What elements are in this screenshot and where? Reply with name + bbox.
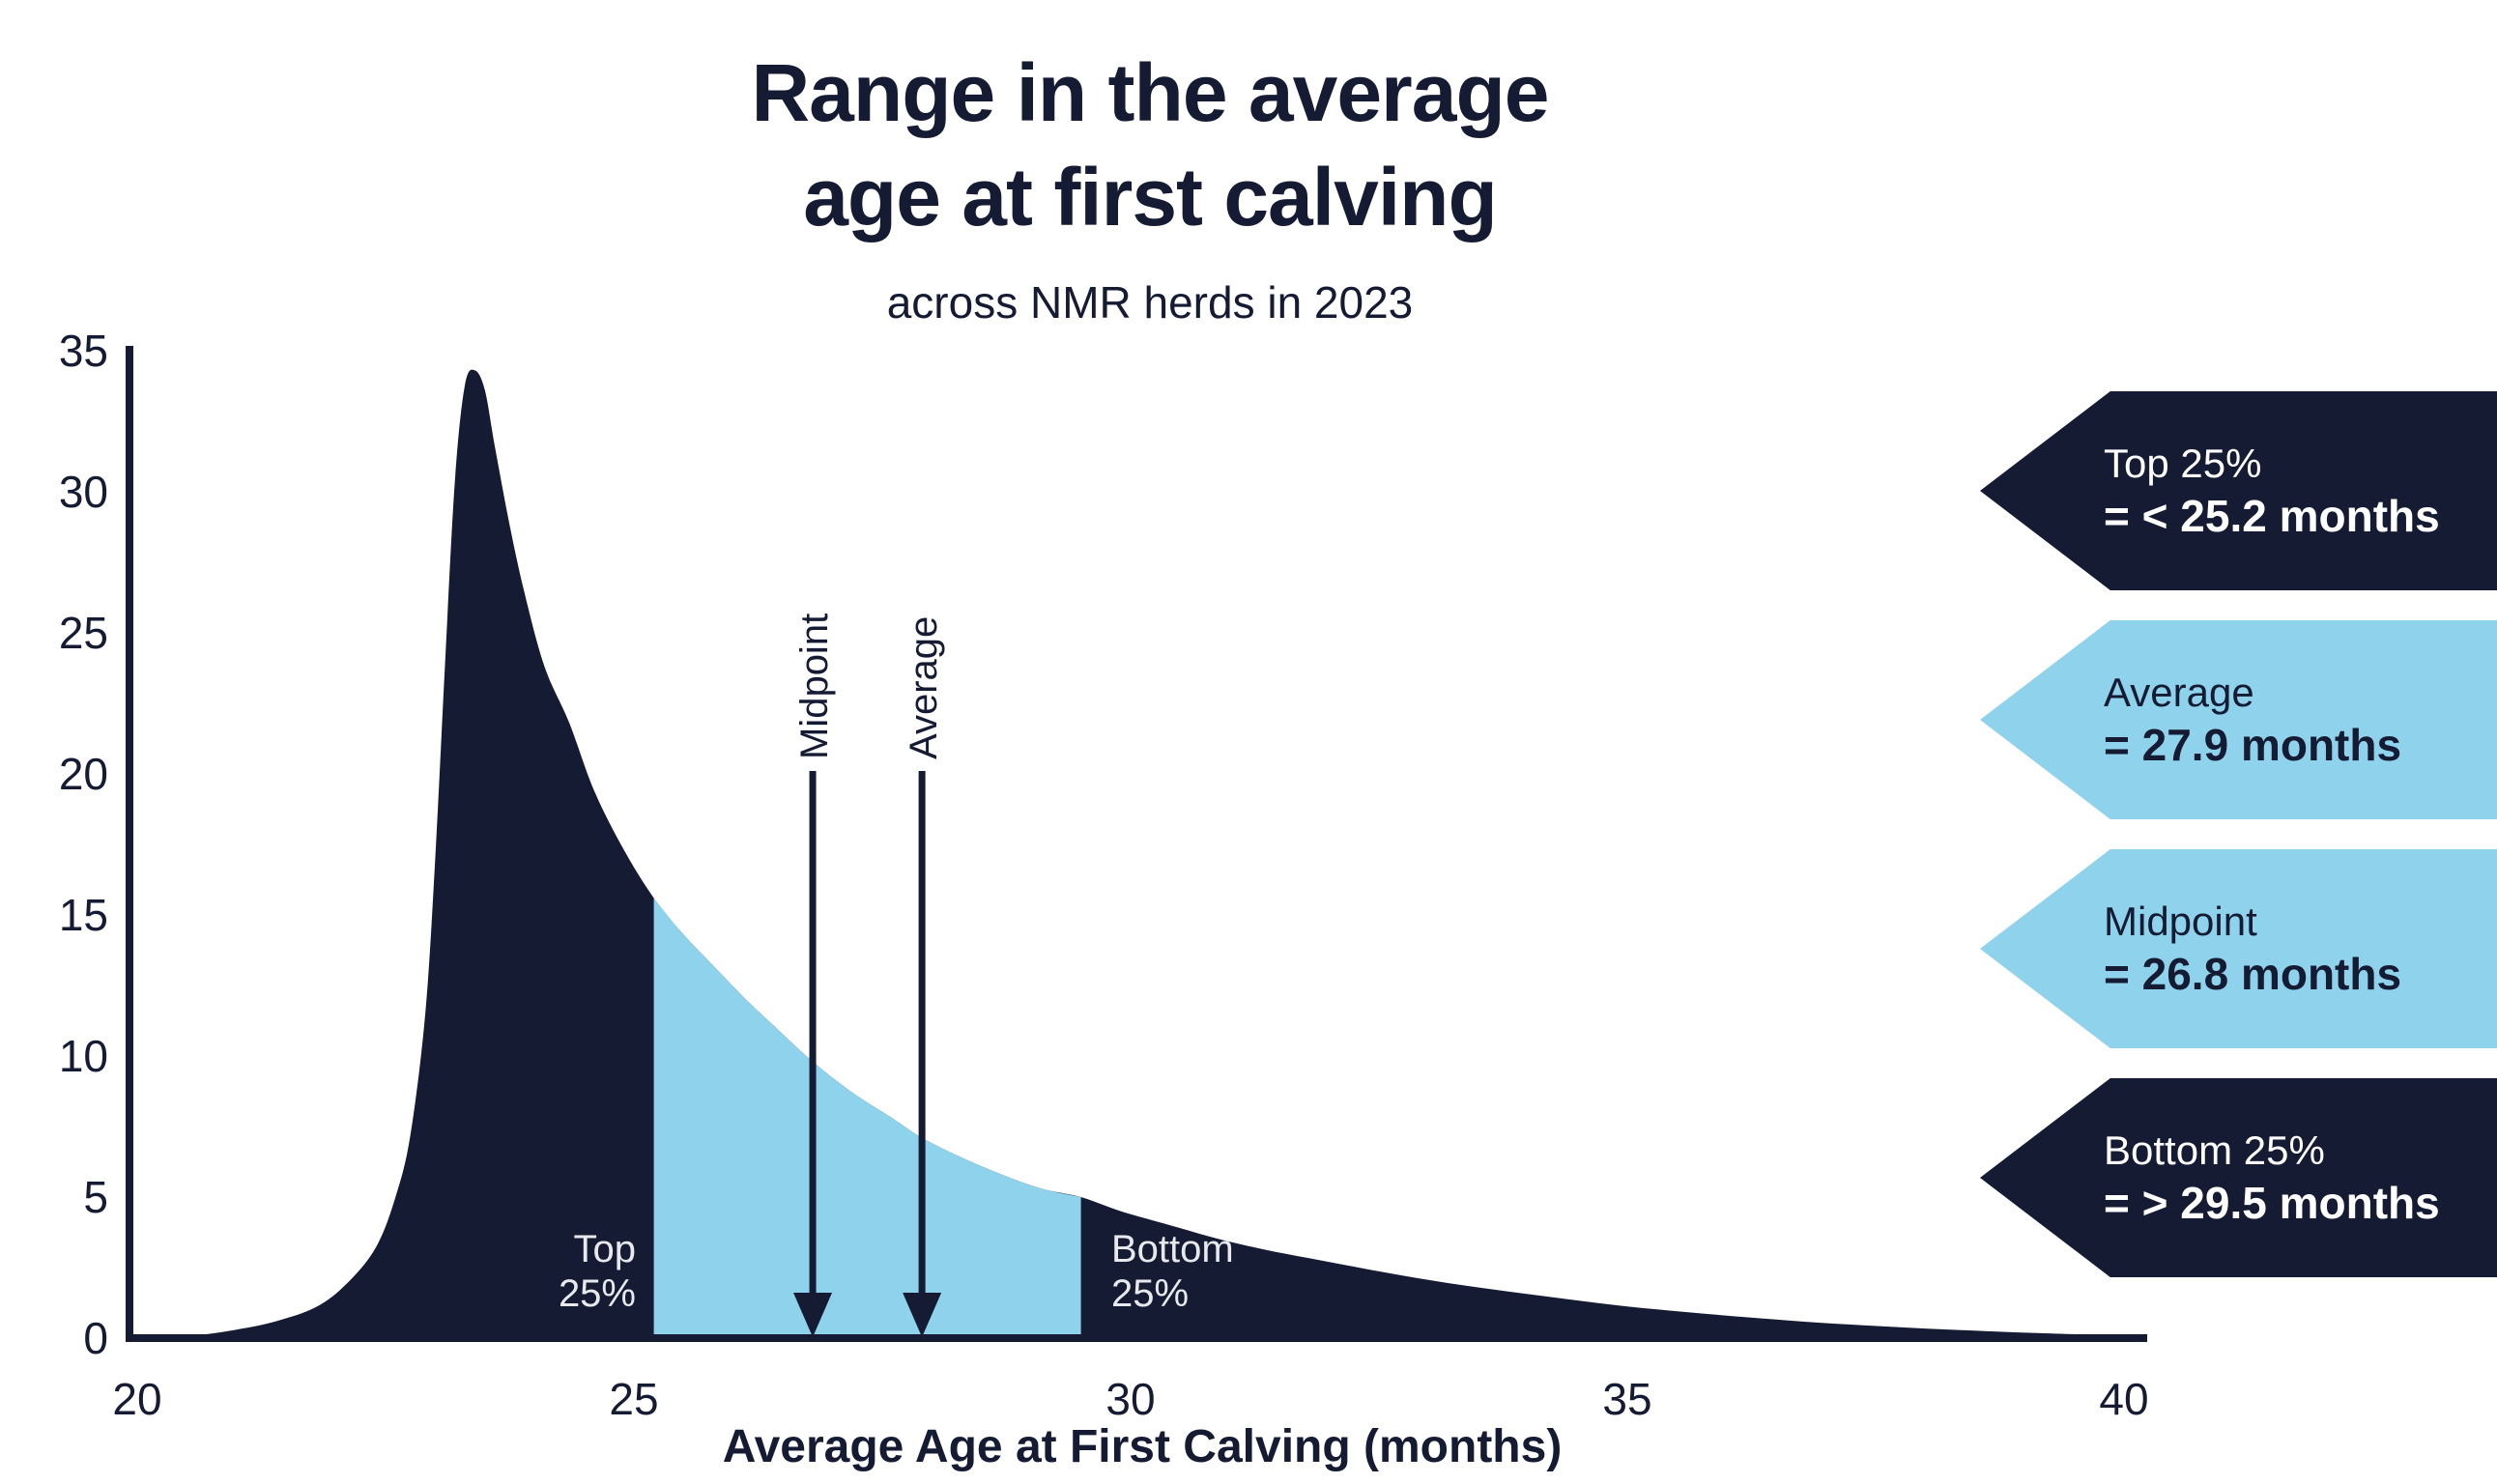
region-label-bottom25-line2: 25% <box>1111 1272 1190 1315</box>
y-tick-label: 20 <box>59 749 108 799</box>
annotation-arrow-line-average <box>918 771 926 1295</box>
annotation-arrowhead-midpoint <box>793 1293 833 1337</box>
x-axis-line <box>126 1334 2147 1342</box>
y-axis-line <box>126 346 133 1342</box>
region-label-top25-line2: 25% <box>558 1272 636 1315</box>
legend-banner-top25-label: Top 25% <box>2104 441 2262 486</box>
page-title-line2: age at first calving <box>803 152 1498 243</box>
annotation-arrow-line-midpoint <box>809 771 817 1295</box>
legend-banner-midpoint-value: = 26.8 months <box>2104 949 2402 999</box>
region-label-bottom25: Bottom 25% <box>1111 1227 1401 1316</box>
distribution-curve-area <box>166 369 2144 1338</box>
legend-banner-midpoint-label: Midpoint <box>2104 899 2257 944</box>
region-label-bottom25-line1: Bottom <box>1111 1228 1234 1270</box>
annotation-label-average: Average <box>903 616 945 759</box>
region-label-top25-line1: Top <box>573 1228 637 1270</box>
y-tick-label: 5 <box>83 1172 108 1222</box>
y-tick-label: 10 <box>59 1031 108 1081</box>
legend-banner-bottom25-value: = > 29.5 months <box>2104 1178 2440 1228</box>
y-tick-label: 30 <box>59 467 108 517</box>
page-subtitle: across NMR herds in 2023 <box>886 277 1414 328</box>
annotation-arrowhead-average <box>903 1293 942 1337</box>
region-label-top25: Top 25% <box>406 1227 636 1316</box>
x-tick-label: 35 <box>1602 1374 1651 1424</box>
y-tick-label: 15 <box>59 890 108 940</box>
legend-banner-average-value: = 27.9 months <box>2104 720 2402 770</box>
x-tick-label: 25 <box>609 1374 658 1424</box>
page-title-line1: Range in the average <box>751 47 1550 138</box>
legend-banner-average-label: Average <box>2104 670 2254 715</box>
x-tick-label: 30 <box>1105 1374 1155 1424</box>
legend-banner-top25-value: = < 25.2 months <box>2104 491 2440 541</box>
page-title: Range in the average age at first calvin… <box>0 41 2300 249</box>
annotation-label-midpoint: Midpoint <box>793 614 836 759</box>
distribution-middle50-area <box>653 898 1081 1338</box>
x-tick-label: 40 <box>2099 1374 2148 1424</box>
y-tick-label: 35 <box>59 326 108 376</box>
x-axis-label: Average Age at First Calving (months) <box>722 1421 1563 1472</box>
y-tick-label: 25 <box>59 608 108 658</box>
y-tick-label: 0 <box>83 1313 108 1363</box>
x-tick-label: 20 <box>112 1374 161 1424</box>
legend-banner-bottom25-label: Bottom 25% <box>2104 1127 2325 1173</box>
